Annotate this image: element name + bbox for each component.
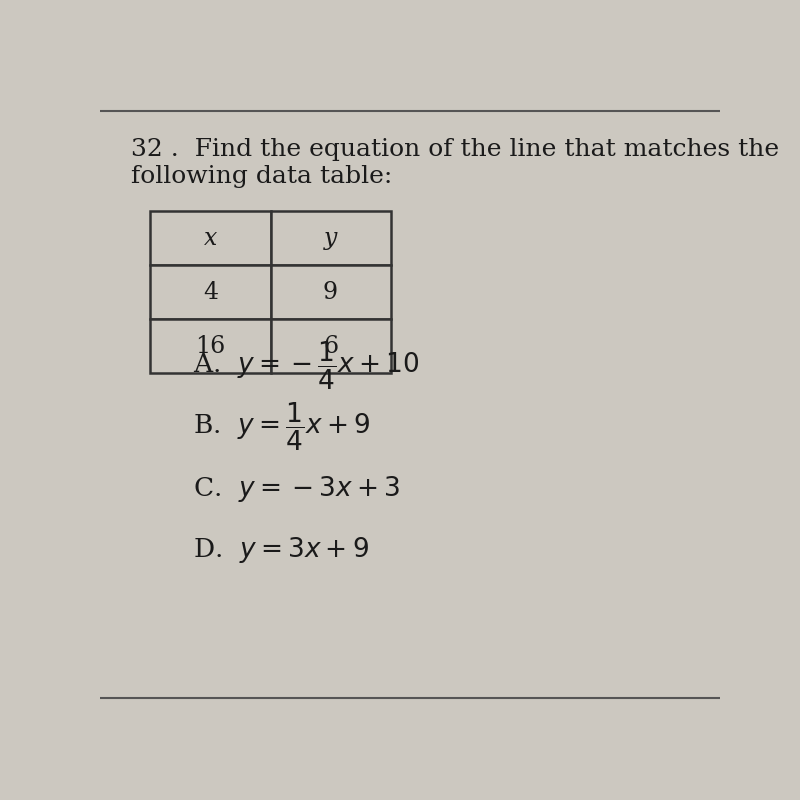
Bar [270, 211, 390, 266]
Text: x: x [204, 227, 217, 250]
Text: A.  $y = -\dfrac{1}{4}x + 10$: A. $y = -\dfrac{1}{4}x + 10$ [193, 339, 419, 392]
Text: B.  $y = \dfrac{1}{4}x + 9$: B. $y = \dfrac{1}{4}x + 9$ [193, 401, 370, 454]
Text: 6: 6 [323, 334, 338, 358]
Text: 4: 4 [203, 281, 218, 304]
Bar [150, 319, 270, 373]
Text: C.  $y = -3x + 3$: C. $y = -3x + 3$ [193, 474, 400, 504]
Text: 16: 16 [195, 334, 226, 358]
Text: D.  $y = 3x + 9$: D. $y = 3x + 9$ [193, 535, 369, 566]
Text: y: y [324, 227, 338, 250]
Text: 32 .  Find the equation of the line that matches the: 32 . Find the equation of the line that … [131, 138, 779, 162]
Bar [150, 211, 270, 266]
Bar [270, 319, 390, 373]
Bar [150, 266, 270, 319]
Text: 9: 9 [323, 281, 338, 304]
Text: following data table:: following data table: [131, 166, 392, 188]
Bar [270, 266, 390, 319]
